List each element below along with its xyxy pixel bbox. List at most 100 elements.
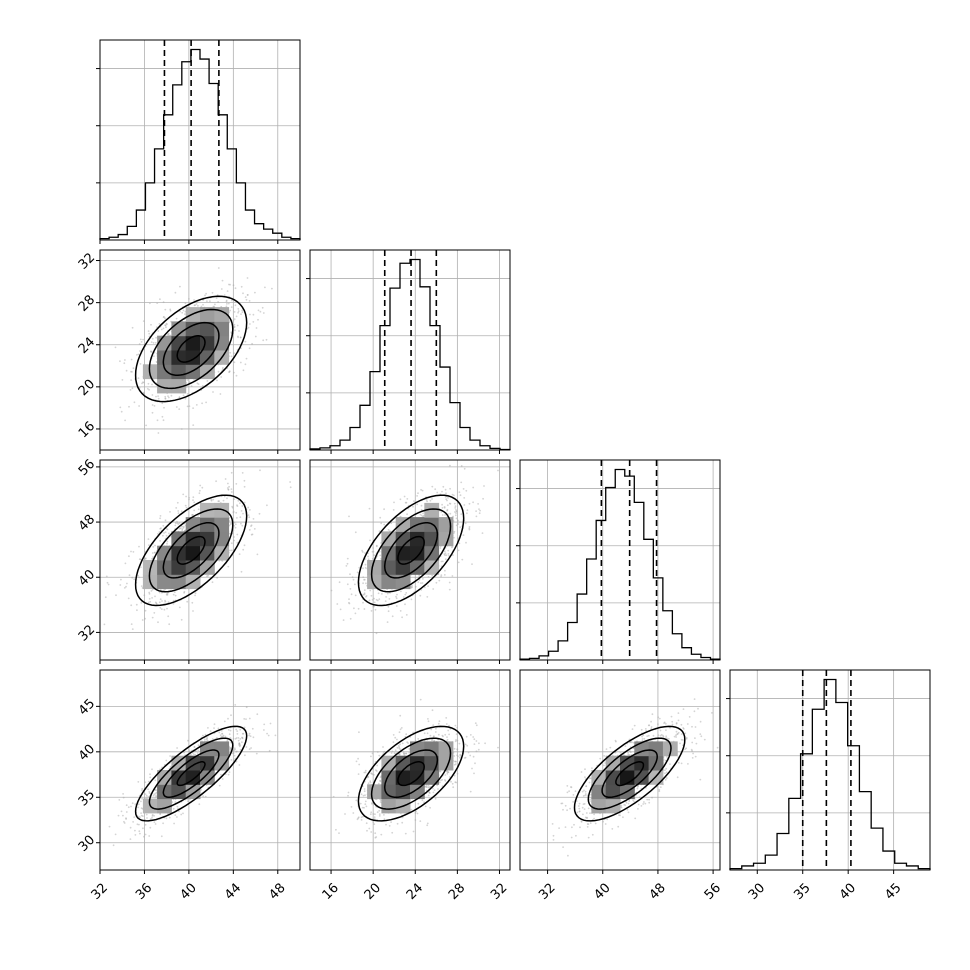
- scatter-point: [437, 788, 439, 790]
- scatter-point: [200, 305, 203, 308]
- scatter-point: [404, 832, 407, 835]
- scatter-point: [269, 722, 272, 725]
- scatter-point: [255, 327, 258, 329]
- scatter-point: [455, 512, 457, 514]
- scatter-point: [444, 569, 446, 572]
- panel-frame: [99, 249, 301, 451]
- scatter-point: [475, 510, 477, 512]
- scatter-point: [241, 524, 244, 527]
- scatter-point: [416, 812, 419, 815]
- scatter-point: [372, 550, 375, 553]
- scatter-point: [427, 794, 430, 797]
- scatter-point: [245, 718, 247, 720]
- scatter-point: [233, 747, 236, 750]
- scatter-point: [357, 757, 359, 760]
- scatter-point: [182, 493, 185, 496]
- scatter-point: [194, 592, 197, 595]
- scatter-point: [444, 558, 447, 561]
- scatter-point: [373, 554, 375, 557]
- scatter-point: [244, 340, 247, 343]
- scatter-point: [261, 306, 264, 309]
- scatter-point: [441, 506, 444, 509]
- scatter-point: [222, 499, 225, 502]
- scatter-point: [394, 736, 397, 739]
- scatter-point: [238, 764, 241, 766]
- scatter-point: [347, 794, 349, 797]
- scatter-point: [154, 342, 157, 344]
- scatter-point: [222, 367, 224, 369]
- scatter-point: [251, 533, 254, 536]
- scatter-point: [379, 779, 381, 782]
- scatter-point: [165, 326, 167, 329]
- y-tick-label: 16: [76, 419, 98, 441]
- density-cells: [142, 307, 230, 394]
- scatter-point: [404, 603, 406, 606]
- scatter-point: [165, 759, 168, 762]
- scatter-point: [132, 821, 135, 823]
- scatter-point: [233, 311, 236, 313]
- scatter-point: [133, 578, 136, 581]
- scatter-point: [462, 534, 465, 536]
- scatter-point: [230, 355, 233, 358]
- scatter-point: [237, 336, 240, 339]
- scatter-point: [234, 704, 237, 706]
- scatter-point: [218, 500, 221, 502]
- scatter-point: [229, 283, 232, 286]
- scatter-point: [252, 518, 255, 520]
- scatter-point: [233, 352, 236, 354]
- scatter-point: [402, 751, 405, 754]
- scatter-point: [230, 523, 232, 526]
- scatter-point: [172, 602, 175, 605]
- scatter-point: [139, 338, 142, 341]
- scatter-point: [107, 583, 110, 586]
- scatter-point: [472, 486, 475, 489]
- scatter-point: [381, 593, 383, 595]
- scatter-point: [154, 544, 156, 547]
- scatter-point: [416, 503, 419, 506]
- scatter-point: [168, 333, 170, 335]
- scatter-point: [239, 728, 242, 731]
- y-tick-label: 45: [76, 696, 98, 718]
- scatter-point: [104, 596, 107, 599]
- panel-1-1: [306, 249, 511, 454]
- scatter-point: [106, 581, 109, 584]
- scatter-point: [213, 723, 216, 726]
- scatter-point: [178, 606, 181, 609]
- scatter-point: [150, 350, 152, 353]
- y-tick-label: 56: [76, 457, 98, 479]
- scatter-point: [455, 517, 458, 520]
- scatter-point: [356, 571, 359, 574]
- scatter-point: [401, 616, 403, 619]
- scatter-point: [412, 505, 414, 508]
- scatter-point: [164, 395, 167, 398]
- scatter-point: [130, 623, 133, 625]
- scatter-point: [162, 327, 165, 330]
- scatter-point: [248, 717, 251, 720]
- scatter-point: [148, 593, 151, 595]
- scatter-point: [482, 497, 484, 500]
- scatter-point: [219, 734, 222, 737]
- scatter-point: [427, 718, 429, 720]
- scatter-point: [157, 397, 160, 400]
- scatter-point: [249, 313, 251, 316]
- scatter-point: [131, 802, 134, 805]
- scatter-point: [367, 558, 370, 561]
- density-cell: [214, 517, 230, 532]
- scatter-point: [164, 324, 167, 327]
- scatter-point: [144, 833, 147, 836]
- scatter-point: [223, 294, 226, 296]
- scatter-point: [427, 576, 430, 578]
- scatter-point: [131, 576, 134, 579]
- scatter-point: [162, 316, 165, 318]
- scatter-point: [140, 602, 143, 604]
- scatter-point: [149, 826, 152, 829]
- scatter-point: [383, 818, 386, 820]
- scatter-point: [399, 610, 402, 612]
- scatter-point: [233, 749, 236, 751]
- scatter-point: [160, 835, 163, 838]
- scatter-point: [154, 601, 157, 604]
- scatter-point: [250, 525, 252, 527]
- scatter-point: [232, 284, 235, 287]
- scatter-point: [186, 405, 189, 408]
